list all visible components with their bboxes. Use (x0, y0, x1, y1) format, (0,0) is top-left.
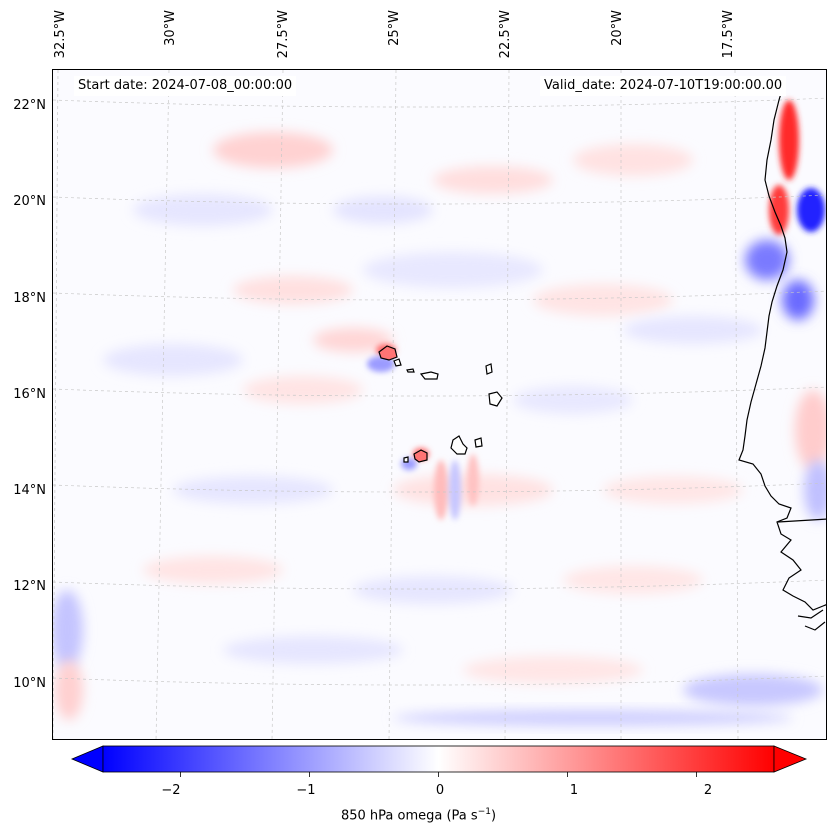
map-panel[interactable] (52, 69, 827, 740)
lon-label-25w: 25°W (387, 10, 402, 46)
colorbar-label: 850 hPa omega (Pa s−1) (340, 807, 497, 824)
colorbar (70, 745, 808, 777)
colorbar-tick-label: 0 (435, 783, 445, 798)
lon-label-32-5w: 32.5°W (53, 10, 68, 59)
lon-label-20w: 20°W (610, 10, 625, 46)
colorbar-tick-label: 1 (569, 783, 579, 798)
colorbar-units-exponent: −1 (477, 807, 491, 817)
valid-date-label: Valid_date: 2024-07-10T19:00:00.00 (540, 76, 787, 96)
colorbar-tick-label: −1 (296, 783, 316, 798)
coastline (738, 79, 826, 631)
lon-label-27-5w: 27.5°W (276, 10, 291, 59)
cape-verde-islands (378, 345, 503, 463)
lat-label-14n: 14°N (13, 483, 46, 498)
omega-field (53, 100, 826, 726)
colorbar-extend-low (70, 745, 104, 773)
lat-label-12n: 12°N (13, 579, 46, 594)
colorbar-tick-label: −2 (161, 783, 181, 798)
lat-label-18n: 18°N (13, 291, 46, 306)
lon-label-22-5w: 22.5°W (498, 10, 513, 59)
gridlines (53, 70, 826, 739)
colorbar-tick-label: 2 (703, 783, 713, 798)
colorbar-extend-high (773, 745, 808, 773)
lat-label-22n: 22°N (13, 98, 46, 113)
start-date-label: Start date: 2024-07-08_00:00:00 (74, 76, 297, 96)
lat-label-16n: 16°N (13, 387, 46, 402)
colorbar-units: Pa s (451, 808, 478, 824)
colorbar-gradient (102, 745, 775, 773)
omega-field-map (53, 70, 826, 739)
lat-label-20n: 20°N (13, 194, 46, 209)
lat-label-10n: 10°N (13, 676, 46, 691)
colorbar-variable: 850 hPa omega (340, 808, 443, 824)
lon-label-30w: 30°W (163, 10, 178, 46)
lon-label-17-5w: 17.5°W (721, 10, 736, 59)
